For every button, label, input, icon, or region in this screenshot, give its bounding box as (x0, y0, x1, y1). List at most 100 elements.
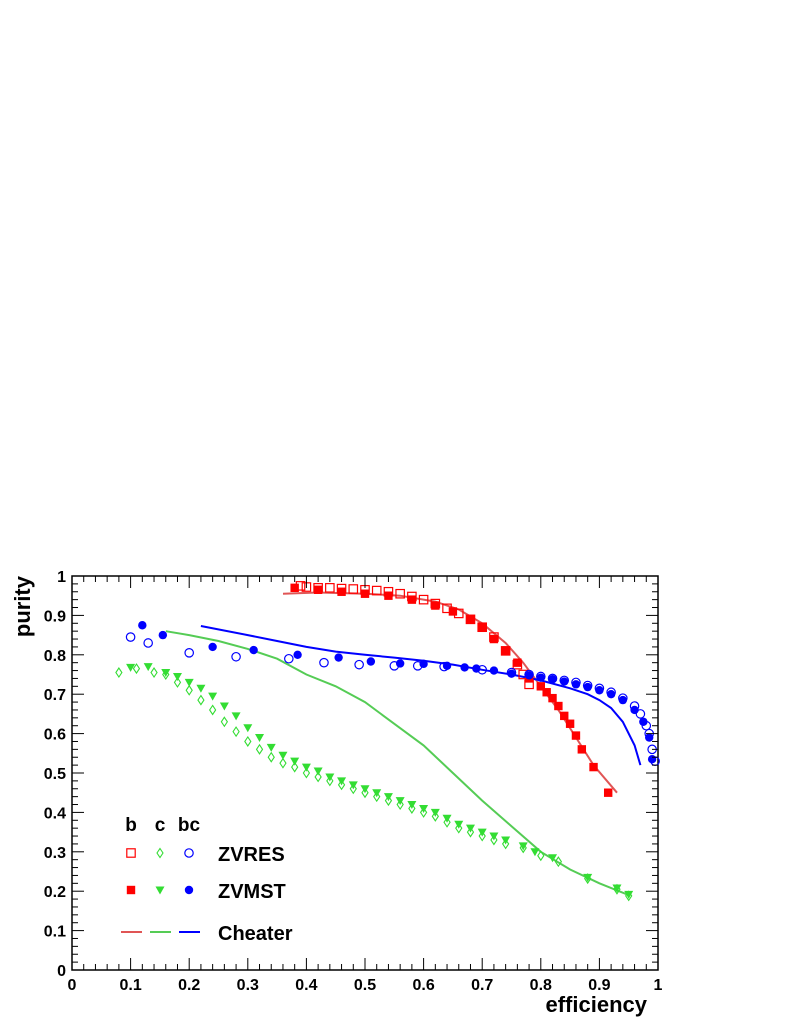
zvres-c-point (244, 735, 252, 747)
zvres-c-point (466, 826, 475, 838)
zvmst-c-point (501, 836, 511, 845)
zvmst-b-point (513, 658, 522, 667)
zvmst-bc-point (158, 630, 168, 640)
zvmst-c-point (126, 663, 136, 672)
x-tick-label: 0.9 (588, 977, 610, 994)
x-tick-label: 0 (68, 977, 77, 994)
legend-label-zvres: ZVRES (218, 844, 285, 866)
zvmst-b-point (501, 646, 510, 656)
zvmst-c-point (407, 801, 417, 810)
zvmst-c-point (219, 702, 229, 711)
zvres-c-point (384, 795, 393, 807)
legend-label-cheater: Cheater (218, 923, 293, 945)
legend: b c bc ZVRES ZVMST Cheater (121, 815, 293, 945)
zvres-bc-point (125, 632, 136, 642)
zvres-c-point (455, 822, 463, 834)
zvres-c-point (132, 663, 141, 675)
zvres-c-point (337, 779, 346, 791)
legend-zvres-bc-symbol (184, 848, 194, 858)
zvres-c-point (185, 684, 193, 696)
zvmst-bc-point (208, 642, 217, 652)
zvmst-c-point (430, 808, 440, 817)
zvres-c-point (443, 816, 451, 828)
x-tick-label: 0.2 (178, 977, 200, 994)
zvres-b-point (395, 588, 405, 599)
zvmst-c-point (290, 757, 300, 766)
zvres-c-point (396, 799, 404, 811)
zvmst-c-point (530, 848, 540, 857)
zvmst-bc-point (618, 695, 628, 705)
zvmst-b-point (466, 615, 475, 624)
zvmst-bc-point (489, 666, 499, 675)
zvmst-c-point (172, 672, 182, 681)
zvmst-c-point (518, 842, 528, 851)
y-tick-label: 0 (57, 963, 66, 980)
zvmst-bc-point (442, 661, 452, 671)
y-tick-label: 0.5 (44, 766, 66, 783)
zvmst-c-point (161, 669, 171, 678)
zvmst-c-point (624, 890, 634, 899)
zvres-c-point (478, 830, 486, 842)
zvres-c-point (419, 806, 428, 818)
zvmst-c-point (548, 854, 558, 863)
zvmst-bc-point (583, 682, 592, 692)
zvmst-bc-point (595, 686, 604, 695)
zvres-c-point (150, 667, 158, 679)
x-tick-label: 0.4 (295, 977, 317, 994)
zvmst-c-point (143, 663, 153, 672)
zvres-c-point (197, 694, 205, 706)
legend-zvres-b-symbol (126, 848, 136, 858)
zvmst-c-point (301, 763, 311, 772)
cheater-bc-line (200, 625, 642, 766)
zvmst-b-point (448, 607, 458, 616)
zvmst-b-point (290, 583, 299, 593)
zvmst-bc-point (548, 675, 557, 684)
zvmst-b-point (589, 762, 598, 772)
zvmst-bc-point (647, 755, 657, 764)
zvres-c-point (173, 676, 182, 688)
zvmst-c-point (196, 684, 206, 693)
y-tick-label: 0.4 (44, 805, 66, 822)
zvmst-b-point (565, 719, 575, 728)
zvmst-c-point (372, 789, 382, 798)
zvmst-b-point (478, 623, 487, 632)
zvmst-bc-point (366, 657, 376, 666)
zvres-b-point (325, 583, 335, 593)
zvmst-b-point (554, 701, 563, 711)
zvres-c-point (267, 751, 275, 763)
zvres-c-point (291, 761, 299, 773)
zvmst-c-point (348, 781, 358, 790)
y-tick-label: 0.3 (44, 845, 66, 862)
legend-zvmst-c-symbol (155, 886, 165, 895)
zvmst-c-point (337, 777, 347, 786)
y-tick-label: 0.2 (44, 884, 66, 901)
zvmst-c-point (255, 734, 265, 743)
zvmst-b-point (313, 585, 323, 594)
zvmst-c-point (583, 873, 593, 882)
zvres-c-point (408, 802, 416, 814)
zvmst-bc-point (560, 677, 569, 686)
legend-header-c: c (155, 815, 166, 836)
zvmst-c-point (313, 767, 323, 776)
zvmst-bc-point (571, 680, 581, 689)
zvmst-bc-point (536, 673, 545, 682)
zvmst-c-point (243, 724, 253, 733)
zvmst-bc-point (138, 621, 147, 630)
y-tick-label: 0.7 (44, 687, 66, 704)
legend-zvres-c-symbol (156, 847, 164, 859)
zvmst-b-point (542, 688, 551, 697)
legend-symbols (121, 847, 200, 933)
zvres-b-point (418, 594, 429, 605)
zvmst-bc-point (507, 669, 516, 678)
zvmst-c-point (231, 712, 241, 721)
zvmst-bc-point (293, 650, 302, 659)
zvres-b-point (348, 584, 359, 594)
zvmst-c-point (612, 884, 622, 893)
zvmst-bc-point (395, 659, 405, 668)
zvmst-b-point (431, 601, 440, 610)
zvmst-b-point (360, 589, 370, 598)
zvres-bc-point (184, 648, 194, 658)
x-tick-label: 0.6 (412, 977, 434, 994)
x-tick-label: 0.7 (471, 977, 493, 994)
